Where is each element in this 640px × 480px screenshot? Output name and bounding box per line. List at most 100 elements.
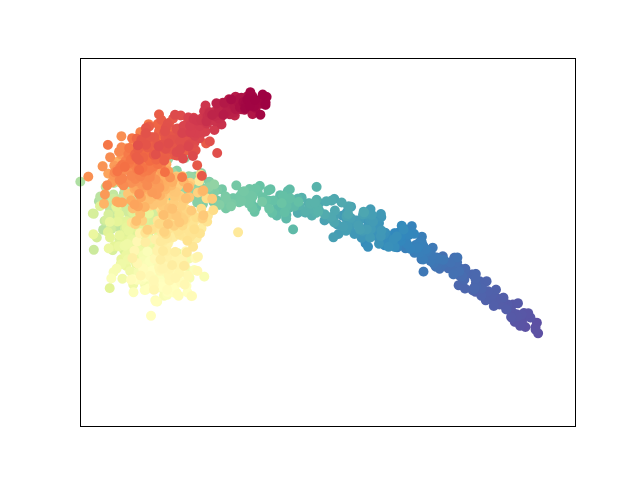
scatter-point (155, 254, 166, 265)
scatter-point (125, 266, 136, 277)
scatter-point (104, 283, 115, 294)
scatter-point (288, 224, 299, 235)
scatter-point (175, 136, 186, 147)
scatter-point (180, 193, 191, 204)
scatter-point (189, 224, 200, 235)
scatter-point (148, 275, 159, 286)
scatter-point (207, 109, 218, 120)
scatter-point (177, 172, 188, 183)
scatter-point (183, 141, 194, 152)
scatter-point (103, 243, 114, 254)
scatter-point (113, 197, 124, 208)
scatter-point (170, 273, 181, 283)
scatter-point (530, 324, 541, 335)
scatter-point (163, 138, 174, 149)
scatter-point (102, 139, 113, 150)
scatter-point (212, 148, 223, 158)
scatter-point (97, 161, 108, 172)
scatter-point (375, 209, 386, 219)
scatter-point (374, 238, 384, 249)
scatter-point (127, 253, 138, 264)
scatter-point (140, 237, 151, 248)
scatter-point (233, 227, 244, 238)
scatter-point (276, 198, 287, 209)
scatter-point (498, 292, 509, 303)
scatter-point (83, 171, 94, 182)
scatter-point (183, 182, 193, 193)
scatter-point (260, 99, 271, 110)
scatter-point (175, 144, 186, 155)
scatter-point (142, 224, 153, 235)
scatter-point (158, 210, 169, 220)
scatter-point (167, 260, 178, 271)
scatter-point (470, 273, 481, 284)
scatter-point (112, 216, 123, 227)
scatter-point (209, 125, 220, 135)
scatter-point (226, 94, 237, 105)
scatter-point (117, 173, 128, 184)
scatter-point (131, 216, 142, 226)
scatter-point (162, 284, 173, 295)
scatter-point (501, 304, 512, 315)
scatter-point (383, 241, 394, 252)
scatter-point (116, 142, 127, 153)
scatter-point (236, 196, 247, 207)
scatter-point (313, 206, 324, 217)
scatter-point (196, 170, 207, 181)
scatter-point (158, 263, 169, 274)
scatter-point (150, 149, 161, 160)
scatter-point (117, 273, 128, 284)
scatter-point (150, 296, 161, 307)
scatter-point (263, 185, 274, 196)
scatter-point (145, 163, 156, 174)
scatter-point (336, 197, 347, 208)
scatter-point (174, 217, 185, 228)
scatter-point (321, 196, 332, 207)
scatter-point (452, 252, 463, 263)
scatter-point (134, 188, 145, 199)
scatter-point (198, 210, 209, 221)
scatter-point (134, 164, 145, 175)
scatter-point (102, 180, 113, 191)
scatter-point (257, 196, 268, 207)
scatter-point (376, 225, 387, 236)
scatter-point (178, 153, 188, 164)
scatter-point (226, 201, 236, 212)
axes-frame (80, 58, 576, 427)
scatter-point (246, 190, 257, 201)
scatter-point (170, 246, 181, 257)
scatter-point (105, 232, 115, 243)
scatter-point (391, 231, 402, 242)
scatter-point (469, 283, 480, 294)
scatter-point (250, 94, 260, 105)
scatter-point (182, 235, 193, 246)
scatter-point (131, 152, 142, 163)
scatter-point (112, 166, 123, 177)
scatter-point (128, 287, 139, 298)
scatter-point (142, 246, 153, 257)
scatter-points (75, 87, 544, 339)
scatter-point (163, 219, 173, 229)
scatter-point (488, 301, 499, 311)
scatter-point (146, 310, 156, 321)
scatter-point (406, 221, 417, 232)
scatter-point (187, 151, 198, 161)
scatter-point (159, 226, 170, 237)
scatter-point (176, 200, 187, 211)
scatter-point (208, 205, 219, 216)
scatter-point (179, 279, 190, 290)
scatter-point (170, 109, 180, 120)
scatter-point (149, 284, 159, 295)
scatter-point (103, 209, 114, 220)
scatter-point (159, 155, 170, 166)
scatter-point (513, 298, 523, 309)
scatter-point (363, 241, 373, 252)
scatter-point (122, 239, 133, 249)
scatter-point (207, 193, 218, 204)
scatter-point (160, 126, 170, 137)
scatter-point (284, 184, 295, 195)
scatter-point (264, 203, 275, 214)
scatter-point (126, 170, 137, 181)
scatter-point (126, 274, 136, 285)
